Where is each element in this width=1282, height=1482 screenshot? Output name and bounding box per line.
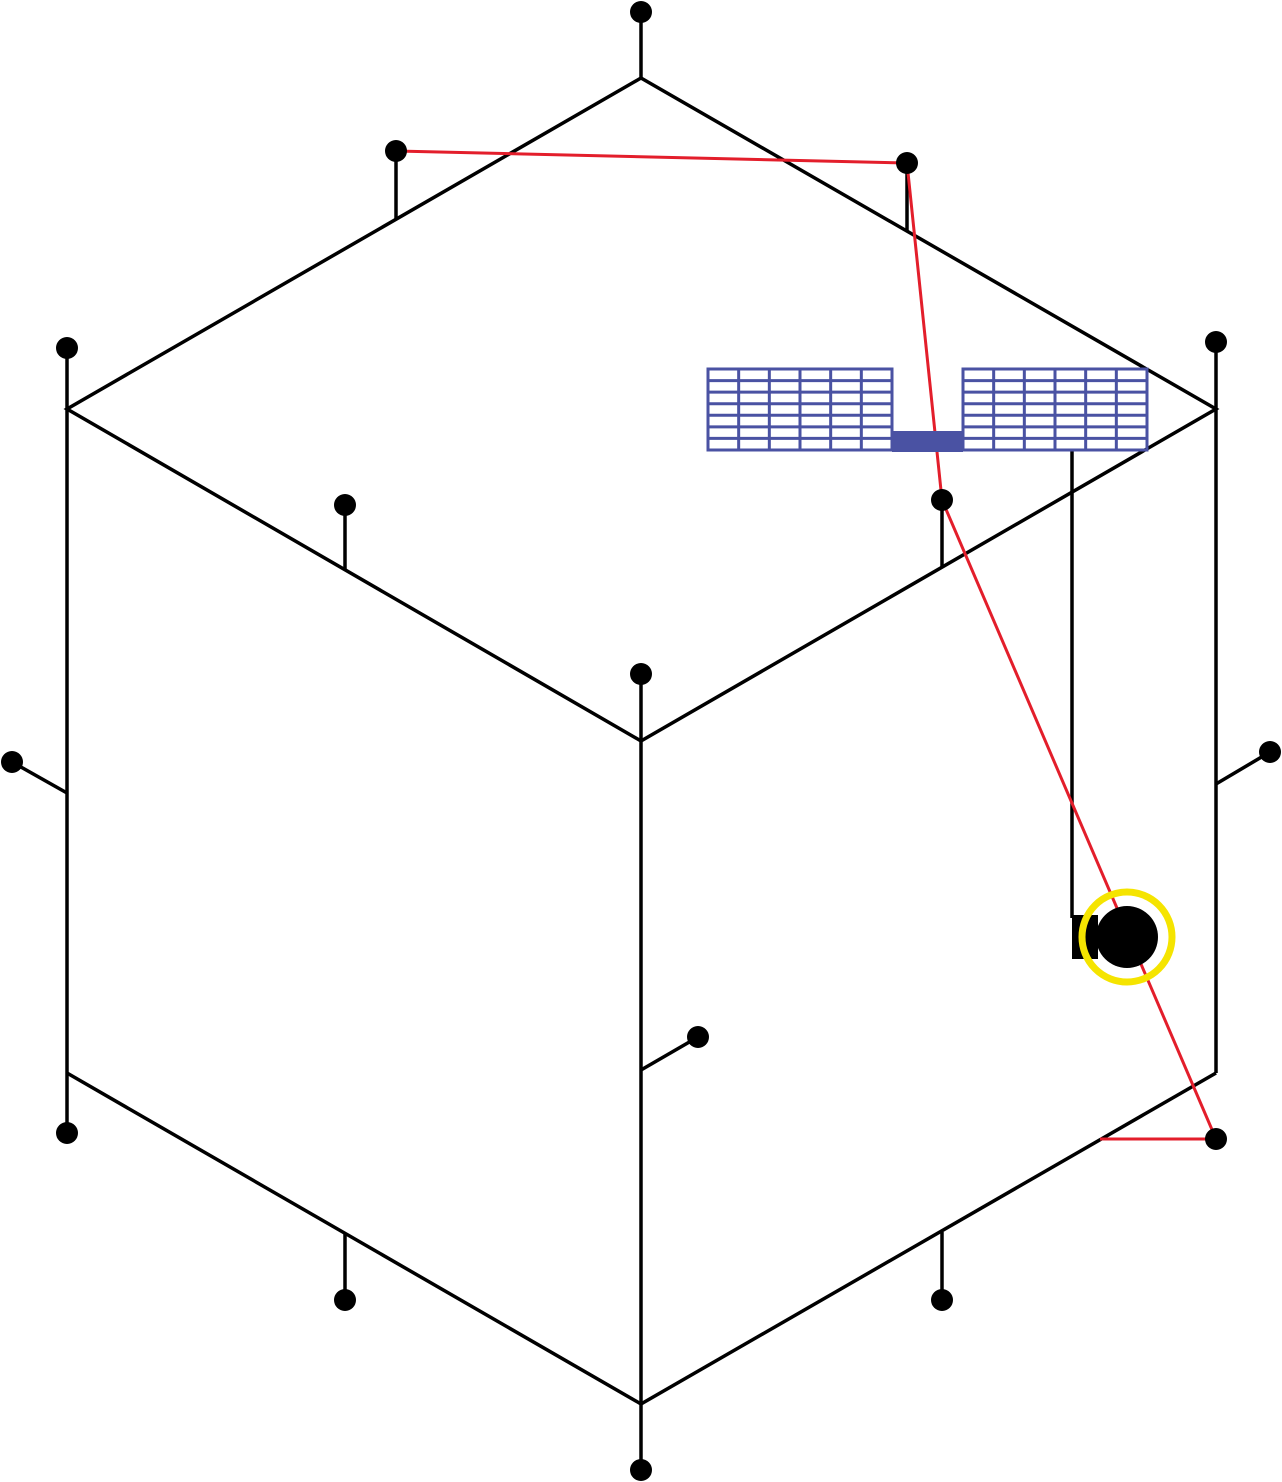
device-marker — [1072, 888, 1176, 986]
pin-node-12 — [56, 1122, 78, 1144]
pin-node-7 — [931, 489, 953, 511]
solar-panel-connector — [892, 431, 963, 452]
pin-node-15 — [630, 1459, 652, 1481]
pin-node-13 — [334, 1289, 356, 1311]
pin-node-9 — [1, 751, 23, 773]
pin-node-14 — [931, 1289, 953, 1311]
pin-node-1 — [630, 1, 652, 23]
cube-edge-bottom-right — [640, 1071, 1217, 1406]
cube-top-face — [63, 75, 1220, 744]
highlight-ring — [1078, 888, 1176, 986]
solar-panel-icon — [706, 367, 1149, 452]
pin-node-11 — [687, 1026, 709, 1048]
pin-node-10 — [1259, 741, 1281, 763]
cube-edge-bottom-left — [66, 1071, 642, 1406]
pin-node-3 — [896, 152, 918, 174]
solar-panel-left — [706, 367, 894, 452]
pin-node-2 — [385, 140, 407, 162]
pin-node-4 — [56, 337, 78, 359]
pin-node-6 — [334, 494, 356, 516]
solar-panel-right — [961, 367, 1149, 452]
pin-node-16 — [1205, 1128, 1227, 1150]
pin-node-5 — [1205, 331, 1227, 353]
pin-node-8 — [630, 663, 652, 685]
